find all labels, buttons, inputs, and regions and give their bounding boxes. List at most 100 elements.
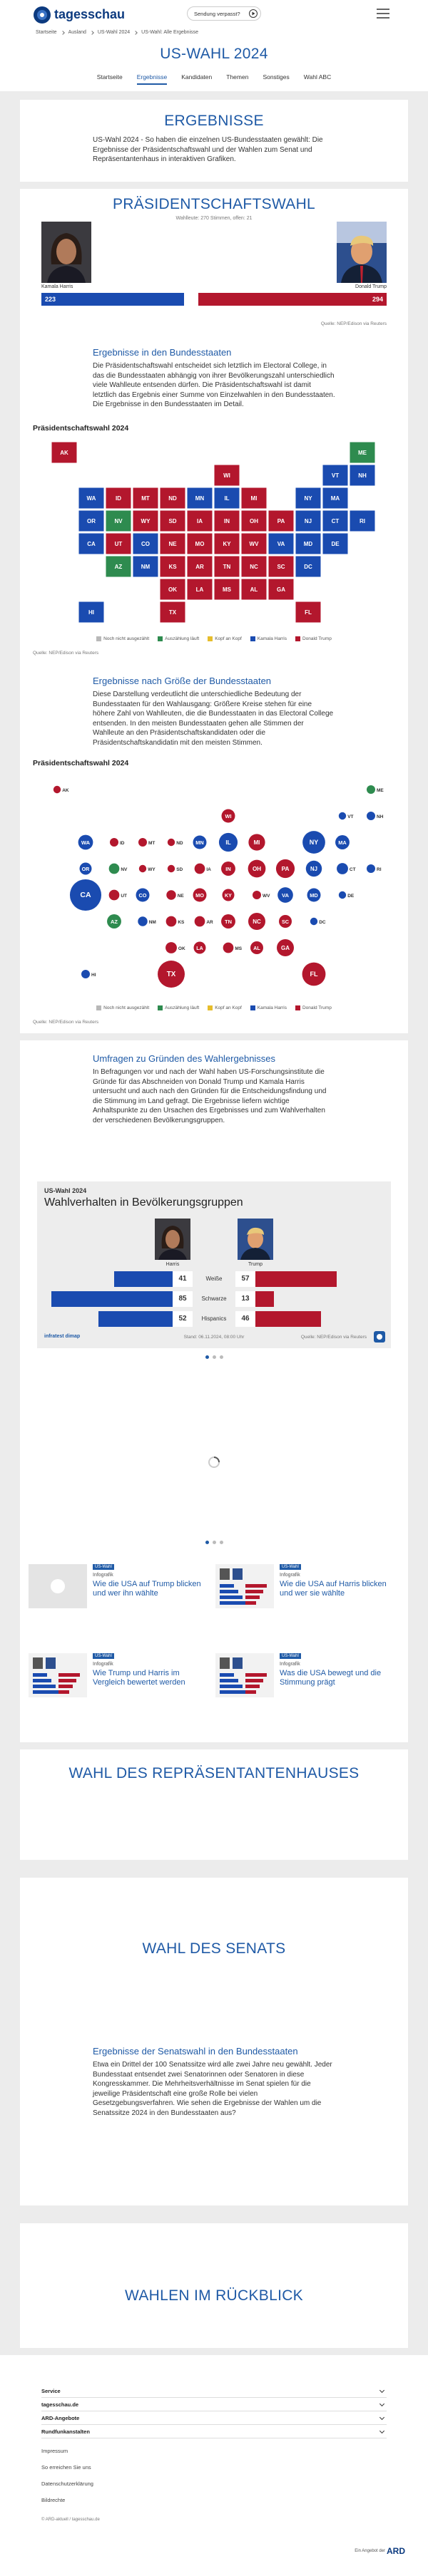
state-map: AK ME WI VT NH WA ID MT ND MN IL MI NY MA OR NV WY SD IA IN…	[51, 441, 376, 624]
teaser[interactable]: US-Wahl Infografik Wie die USA auf Harris …	[215, 1564, 394, 1635]
state-bubble	[338, 891, 347, 899]
harris-name: Kamala Harris	[41, 284, 73, 289]
play-icon	[249, 9, 258, 18]
state-label: KY	[223, 541, 231, 547]
teaser-image	[29, 1564, 87, 1608]
footer-link[interactable]: Bildrechte	[41, 2497, 66, 2503]
state-label: VT	[332, 472, 339, 479]
state-label: WY	[141, 518, 151, 524]
breadcrumb-link[interactable]: US-Wahl: Alle Ergebnisse	[141, 30, 199, 35]
state-bubble	[222, 889, 235, 901]
vote-count: 294	[372, 296, 383, 303]
harris-photo-small	[155, 1219, 190, 1260]
nav-item[interactable]: Sonstiges	[263, 73, 290, 81]
state-tile	[240, 532, 268, 555]
state-bubble	[53, 785, 61, 794]
legend-label: Noch nicht ausgezählt	[103, 1005, 150, 1010]
footer-menu-row[interactable]: Service	[41, 2385, 387, 2398]
thumb-bar	[245, 1584, 267, 1588]
embed-kicker: US-Wahl 2024	[44, 1187, 87, 1194]
carousel-dots[interactable]	[20, 1541, 408, 1544]
ard-offer: Ein Angebot der	[355, 2549, 385, 2553]
source: Quelle: NEP/Edison via Reuters	[320, 321, 387, 326]
state-tile	[213, 464, 240, 487]
senate-text: Etwa ein Drittel der 100 Senatssitze wir…	[93, 2061, 332, 2117]
footer-menu-row[interactable]: Rundfunkanstalten	[41, 2426, 387, 2438]
legend-label: Donald Trump	[302, 636, 332, 641]
nav-item[interactable]: Kandidaten	[181, 73, 213, 81]
breadcrumb-separator	[90, 30, 94, 35]
state-bubble	[221, 862, 235, 876]
bubble-label: AK	[62, 788, 69, 793]
state-label: MO	[195, 541, 205, 547]
ard-logo[interactable]: ARD	[387, 2546, 405, 2556]
bubble-label: OK	[178, 946, 185, 951]
footer-menu-row[interactable]: ARD-Angebote	[41, 2412, 387, 2425]
nav-item[interactable]: Startseite	[96, 73, 123, 81]
carousel-dots[interactable]	[20, 1355, 408, 1359]
thumb-bar	[220, 1601, 247, 1605]
nav-item[interactable]: Ergebnisse	[136, 73, 168, 85]
state-tile	[213, 487, 240, 509]
menu-icon[interactable]	[377, 9, 389, 19]
trump-label: Trump	[248, 1262, 263, 1267]
state-tile	[295, 532, 322, 555]
harris-photo	[41, 222, 91, 283]
thumb-bar	[58, 1673, 80, 1677]
missed-button[interactable]: Sendung verpasst?	[187, 6, 261, 21]
legend-swatch	[158, 636, 163, 641]
footer-menu-row[interactable]: tagesschau.de	[41, 2399, 387, 2411]
legend-label: Auszählung läuft	[165, 636, 200, 641]
legend-label: Kamala Harris	[257, 1005, 287, 1010]
trump-bar	[255, 1291, 274, 1307]
legend-item: Auszählung läuft	[158, 1005, 199, 1010]
logo-text[interactable]: tagesschau	[54, 7, 126, 21]
bubble-label: ME	[377, 788, 384, 793]
footer-link[interactable]: So erreichen Sie uns	[41, 2464, 91, 2471]
harris-label: Harris	[165, 1262, 180, 1267]
state-label: SD	[168, 518, 176, 524]
breadcrumb-link[interactable]: Ausland	[68, 30, 86, 35]
state-bubble	[167, 864, 175, 873]
state-tile	[78, 601, 105, 624]
thumb-bar	[220, 1595, 243, 1599]
bubble-label: AL	[253, 945, 260, 951]
logo-icon[interactable]	[33, 6, 51, 24]
state-tile	[213, 555, 240, 578]
teaser[interactable]: US-Wahl Infografik Wie Trump und Harris im…	[29, 1653, 207, 1724]
state-tile	[159, 555, 186, 578]
breadcrumb-link[interactable]: Startseite	[36, 30, 57, 35]
bubble-label: MN	[195, 839, 203, 846]
harris-value: 85	[173, 1291, 193, 1307]
state-label: TX	[169, 609, 177, 616]
state-bubble	[107, 914, 121, 929]
breadcrumb: Startseite Ausland US-Wahl 2024 US-Wahl: Al…	[36, 30, 198, 35]
state-tile	[186, 578, 213, 601]
footer-link[interactable]: Datenschutzerklärung	[41, 2481, 93, 2487]
state-tile	[105, 555, 132, 578]
thumb-bar	[58, 1685, 73, 1688]
state-bubble	[221, 914, 235, 929]
teaser[interactable]: US-Wahl Infografik Wie die USA auf Trump b…	[29, 1564, 207, 1635]
footer-link[interactable]: Impressum	[41, 2448, 68, 2454]
results-card: ERGEBNISSE US-Wahl 2024 - So haben die e…	[20, 100, 408, 182]
breadcrumb-link[interactable]: US-Wahl 2024	[97, 30, 131, 35]
bubble-label: OR	[82, 867, 90, 872]
nav-item[interactable]: Themen	[226, 73, 249, 81]
legend-item: Auszählung läuft	[158, 636, 199, 641]
teaser-graphic	[215, 1564, 274, 1608]
loading-spinner	[208, 1457, 220, 1468]
state-label: AK	[60, 450, 68, 456]
teaser[interactable]: US-Wahl Infografik Was die USA bewegt und …	[215, 1653, 394, 1724]
state-bubble	[248, 913, 265, 930]
top-area	[0, 0, 428, 91]
state-bubble	[193, 835, 207, 849]
bubble-label: PA	[282, 866, 290, 872]
bubble-label: WY	[148, 867, 156, 872]
nav-item[interactable]: Wahl ABC	[303, 73, 332, 81]
state-label: NV	[114, 518, 123, 524]
group-label: Schwarze	[201, 1295, 227, 1302]
state-tile	[268, 555, 295, 578]
thumb-bar	[245, 1673, 267, 1677]
